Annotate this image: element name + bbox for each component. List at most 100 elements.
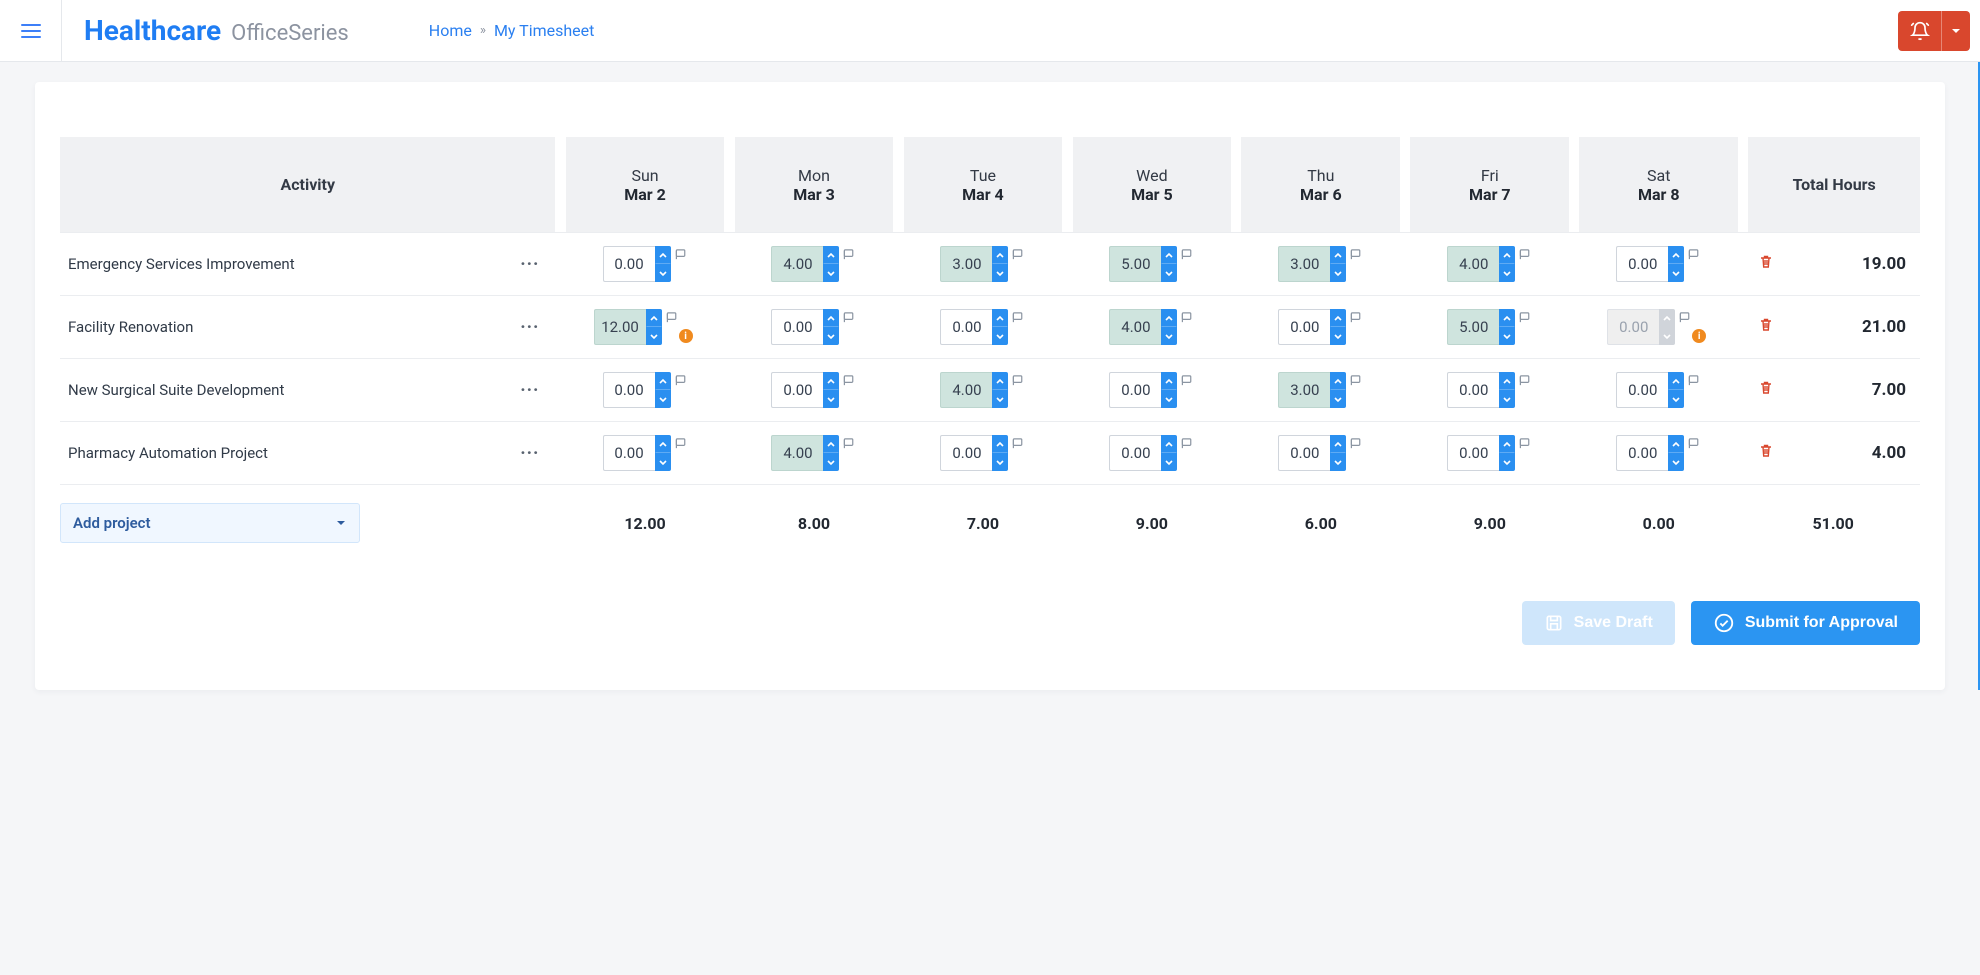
- decrement-button[interactable]: [1499, 264, 1515, 282]
- increment-button[interactable]: [823, 246, 839, 264]
- increment-button[interactable]: [1659, 309, 1675, 327]
- note-flag-icon[interactable]: [675, 437, 688, 450]
- hours-value[interactable]: 5.00: [1447, 309, 1499, 345]
- increment-button[interactable]: [823, 309, 839, 327]
- hours-value[interactable]: 0.00: [1278, 435, 1330, 471]
- increment-button[interactable]: [1161, 372, 1177, 390]
- hours-value[interactable]: 5.00: [1109, 246, 1161, 282]
- hours-input[interactable]: 0.00: [1616, 246, 1684, 282]
- hours-input[interactable]: 0.00: [603, 435, 671, 471]
- decrement-button[interactable]: [992, 264, 1008, 282]
- hours-input[interactable]: 0.00: [1278, 309, 1346, 345]
- hours-value[interactable]: 0.00: [603, 435, 655, 471]
- hours-value[interactable]: 12.00: [594, 309, 646, 345]
- decrement-button[interactable]: [1499, 327, 1515, 345]
- increment-button[interactable]: [655, 246, 671, 264]
- alert-dropdown-button[interactable]: [1942, 11, 1970, 51]
- hours-input[interactable]: 4.00: [1447, 246, 1515, 282]
- hours-input[interactable]: 0.00: [771, 372, 839, 408]
- hours-input[interactable]: 5.00: [1447, 309, 1515, 345]
- note-flag-icon[interactable]: [1181, 311, 1194, 324]
- note-flag-icon[interactable]: [1012, 374, 1025, 387]
- hours-input[interactable]: 0.00: [1607, 309, 1675, 345]
- decrement-button[interactable]: [823, 327, 839, 345]
- hours-value[interactable]: 4.00: [771, 246, 823, 282]
- decrement-button[interactable]: [823, 390, 839, 408]
- increment-button[interactable]: [1668, 435, 1684, 453]
- hours-value[interactable]: 4.00: [771, 435, 823, 471]
- decrement-button[interactable]: [1499, 453, 1515, 471]
- decrement-button[interactable]: [992, 390, 1008, 408]
- note-flag-icon[interactable]: [1012, 437, 1025, 450]
- hours-value[interactable]: 0.00: [1607, 309, 1659, 345]
- hours-input[interactable]: 0.00: [603, 372, 671, 408]
- note-flag-icon[interactable]: [1688, 374, 1701, 387]
- note-flag-icon[interactable]: [1350, 311, 1363, 324]
- hours-input[interactable]: 0.00: [1616, 435, 1684, 471]
- hours-value[interactable]: 4.00: [1109, 309, 1161, 345]
- hours-input[interactable]: 4.00: [771, 246, 839, 282]
- hours-value[interactable]: 0.00: [1616, 372, 1668, 408]
- hours-value[interactable]: 0.00: [603, 246, 655, 282]
- hours-value[interactable]: 0.00: [1616, 435, 1668, 471]
- note-flag-icon[interactable]: [843, 311, 856, 324]
- decrement-button[interactable]: [1330, 327, 1346, 345]
- decrement-button[interactable]: [1668, 453, 1684, 471]
- note-flag-icon[interactable]: [675, 374, 688, 387]
- note-flag-icon[interactable]: [1350, 248, 1363, 261]
- decrement-button[interactable]: [1499, 390, 1515, 408]
- save-draft-button[interactable]: Save Draft: [1522, 601, 1675, 645]
- note-flag-icon[interactable]: [666, 311, 679, 324]
- decrement-button[interactable]: [1161, 264, 1177, 282]
- increment-button[interactable]: [1330, 372, 1346, 390]
- increment-button[interactable]: [992, 435, 1008, 453]
- decrement-button[interactable]: [992, 327, 1008, 345]
- row-more-button[interactable]: ···: [514, 250, 545, 279]
- warning-icon[interactable]: i: [1692, 329, 1706, 343]
- row-more-button[interactable]: ···: [514, 376, 545, 405]
- hours-value[interactable]: 3.00: [1278, 246, 1330, 282]
- hours-input[interactable]: 0.00: [1447, 435, 1515, 471]
- increment-button[interactable]: [1499, 309, 1515, 327]
- note-flag-icon[interactable]: [675, 248, 688, 261]
- hours-value[interactable]: 0.00: [1109, 372, 1161, 408]
- hours-input[interactable]: 0.00: [771, 309, 839, 345]
- decrement-button[interactable]: [1330, 453, 1346, 471]
- decrement-button[interactable]: [1330, 390, 1346, 408]
- note-flag-icon[interactable]: [1688, 437, 1701, 450]
- hours-input[interactable]: 4.00: [771, 435, 839, 471]
- note-flag-icon[interactable]: [843, 437, 856, 450]
- decrement-button[interactable]: [1659, 327, 1675, 345]
- increment-button[interactable]: [1330, 435, 1346, 453]
- hours-value[interactable]: 3.00: [940, 246, 992, 282]
- hours-input[interactable]: 0.00: [1616, 372, 1684, 408]
- increment-button[interactable]: [1668, 372, 1684, 390]
- increment-button[interactable]: [1668, 246, 1684, 264]
- decrement-button[interactable]: [1161, 390, 1177, 408]
- note-flag-icon[interactable]: [1012, 311, 1025, 324]
- increment-button[interactable]: [1499, 372, 1515, 390]
- hours-value[interactable]: 0.00: [1447, 435, 1499, 471]
- note-flag-icon[interactable]: [843, 374, 856, 387]
- increment-button[interactable]: [823, 372, 839, 390]
- increment-button[interactable]: [1161, 435, 1177, 453]
- increment-button[interactable]: [1499, 435, 1515, 453]
- decrement-button[interactable]: [823, 453, 839, 471]
- note-flag-icon[interactable]: [1519, 248, 1532, 261]
- decrement-button[interactable]: [1330, 264, 1346, 282]
- hours-input[interactable]: 0.00: [1278, 435, 1346, 471]
- increment-button[interactable]: [1161, 246, 1177, 264]
- note-flag-icon[interactable]: [1679, 311, 1692, 324]
- hours-input[interactable]: 4.00: [940, 372, 1008, 408]
- row-more-button[interactable]: ···: [514, 313, 545, 342]
- hours-input[interactable]: 0.00: [603, 246, 671, 282]
- note-flag-icon[interactable]: [1519, 311, 1532, 324]
- increment-button[interactable]: [655, 372, 671, 390]
- hours-value[interactable]: 0.00: [603, 372, 655, 408]
- delete-row-icon[interactable]: [1758, 317, 1774, 333]
- breadcrumb-current[interactable]: My Timesheet: [494, 21, 594, 40]
- hours-value[interactable]: 0.00: [771, 309, 823, 345]
- hours-input[interactable]: 0.00: [1109, 435, 1177, 471]
- decrement-button[interactable]: [1161, 327, 1177, 345]
- note-flag-icon[interactable]: [1688, 248, 1701, 261]
